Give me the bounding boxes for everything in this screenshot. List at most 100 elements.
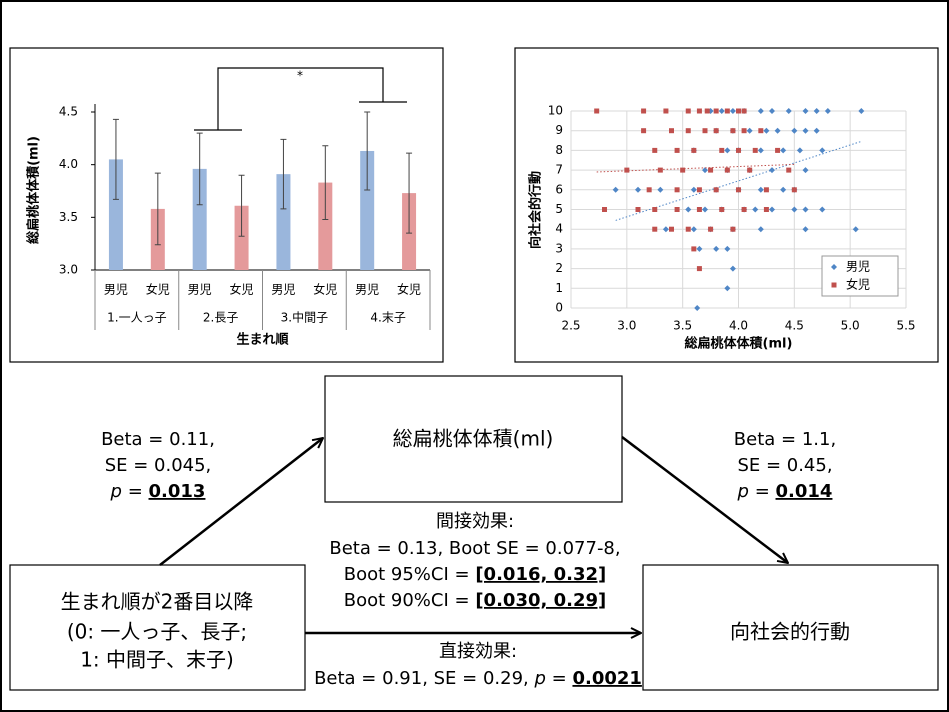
edge-label: Beta = 0.91, SE = 0.29, p = 0.0021 — [314, 668, 642, 689]
point — [685, 108, 691, 114]
point — [724, 147, 731, 154]
bar — [108, 159, 123, 270]
edge-label: p = 0.013 — [110, 481, 206, 502]
edge-label: Boot 90%CI = [0.030, 0.29] — [344, 590, 606, 611]
point — [691, 147, 697, 153]
y-tick-label: 3 — [555, 241, 563, 255]
point — [819, 206, 826, 213]
point — [724, 167, 730, 173]
label-part: SE = 0.045, — [105, 455, 212, 476]
point — [796, 147, 803, 154]
error-bar — [238, 174, 245, 237]
x-tick-label: 3.5 — [673, 319, 692, 333]
x-axis-label: 総扁桃体体積(ml) — [685, 336, 793, 352]
label-part: 0.014 — [776, 481, 833, 502]
point — [791, 127, 798, 134]
edge-label: 間接効果: — [436, 511, 514, 532]
point — [724, 108, 730, 114]
y-tick-label: 0 — [555, 301, 563, 315]
group-label: 3.中間子 — [281, 310, 328, 325]
label-part: Beta = 0.91, SE = 0.29, — [314, 668, 534, 689]
predictor-box — [9, 564, 306, 691]
point — [791, 206, 798, 213]
legend-box — [821, 255, 899, 297]
point — [802, 127, 809, 134]
edge-label: Beta = 0.13, Boot SE = 0.077-8, — [329, 538, 620, 559]
point — [780, 147, 787, 154]
y-tick-label: 4.0 — [59, 157, 78, 171]
point — [713, 128, 719, 134]
x-tick-label: 女児 — [146, 282, 170, 297]
bar — [192, 168, 207, 270]
point — [635, 207, 641, 212]
error-bar — [196, 132, 203, 206]
y-tick-label: 4 — [555, 222, 563, 236]
error-bar — [322, 145, 329, 220]
x-tick-label: 5.0 — [841, 319, 860, 333]
point — [691, 246, 697, 252]
point — [685, 206, 692, 213]
x-tick-label: 男児 — [271, 283, 295, 297]
label-part: SE = 0.45, — [737, 455, 832, 476]
node-label: 総扁桃体体積(ml) — [393, 427, 554, 451]
error-bar — [406, 152, 413, 234]
bar — [318, 182, 333, 270]
point — [669, 128, 674, 134]
point — [786, 167, 792, 173]
point — [680, 167, 686, 173]
label-part: 0.013 — [149, 481, 206, 502]
point — [635, 186, 641, 193]
point — [824, 108, 831, 114]
point — [724, 245, 731, 252]
node-label: 1: 中間子、末子) — [80, 648, 234, 672]
point — [769, 108, 775, 114]
point — [702, 128, 708, 134]
edge-label: Beta = 1.1, — [734, 429, 836, 450]
x-tick-label: 3.0 — [617, 319, 636, 333]
point — [763, 207, 769, 212]
edge-label: Beta = 0.11, — [101, 429, 215, 450]
point — [696, 245, 703, 252]
x-tick-label: 女児 — [313, 282, 337, 297]
label-part: [0.030, 0.29] — [475, 590, 606, 611]
point — [594, 108, 600, 114]
point — [769, 167, 775, 174]
trend-line — [596, 163, 795, 173]
label-part: p — [533, 668, 545, 689]
point — [852, 226, 859, 233]
label-part: 間接効果: — [436, 511, 514, 532]
group-label: 4.末子 — [370, 311, 405, 325]
label-part: 直接効果: — [439, 641, 517, 662]
significance-mark: * — [297, 69, 303, 83]
legend-label: 男児 — [846, 260, 870, 274]
point — [774, 127, 781, 134]
label-part: p — [110, 481, 122, 502]
y-tick-label: 9 — [555, 123, 563, 137]
legend-label: 女児 — [846, 277, 870, 292]
label-part: Boot 95%CI = — [344, 564, 476, 585]
y-tick-label: 8 — [555, 143, 563, 157]
point — [702, 167, 708, 174]
point — [704, 108, 710, 114]
point — [757, 147, 764, 154]
label-part: = — [749, 481, 776, 502]
point — [652, 147, 658, 153]
x-axis-label: 生まれ順 — [236, 332, 289, 348]
point — [729, 265, 736, 272]
point — [652, 226, 658, 232]
point — [718, 108, 725, 114]
point — [713, 245, 720, 252]
point — [785, 108, 792, 114]
point — [813, 127, 820, 134]
edge-label: 直接効果: — [439, 641, 517, 662]
error-bar — [154, 172, 161, 246]
point — [662, 226, 669, 233]
arrow-a — [159, 438, 323, 566]
point — [813, 108, 820, 114]
point — [696, 187, 702, 193]
point — [612, 186, 619, 193]
y-axis-label: 総扁桃体体積(ml) — [26, 136, 42, 244]
point — [669, 226, 674, 232]
outcome-box — [642, 564, 939, 691]
point — [652, 207, 658, 212]
